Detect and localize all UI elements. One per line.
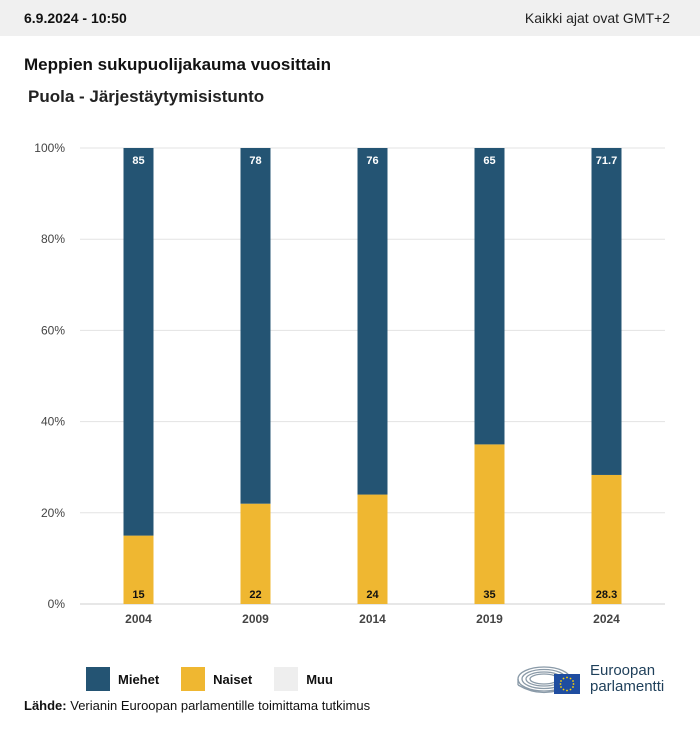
bar-men <box>591 148 622 475</box>
x-tick-label: 2024 <box>593 612 620 626</box>
source-note: Lähde: Verianin Euroopan parlamentille t… <box>24 698 370 713</box>
data-label-women: 15 <box>132 589 144 601</box>
chart-title: Meppien sukupuolijakauma vuosittain <box>24 55 331 74</box>
legend-swatch-other <box>274 667 299 691</box>
bar-women <box>123 535 154 604</box>
legend-item-other: Muu <box>274 667 333 691</box>
data-label-women: 35 <box>483 589 495 601</box>
legend-label-women: Naiset <box>213 671 253 687</box>
stacked-bar-chart: 0% 20% 40% 60% 80% 100% 85 15 2004 78 22 2009 76 24 20… <box>34 141 665 626</box>
parliament-building-icon <box>517 666 580 694</box>
y-tick-label: 0% <box>48 597 66 611</box>
data-label-women: 28.3 <box>596 589 617 601</box>
legend-label-other: Muu <box>306 671 333 687</box>
data-label-men: 71.7 <box>596 155 617 167</box>
data-label-men: 65 <box>483 155 495 167</box>
bar-men <box>474 148 505 445</box>
data-label-women: 24 <box>366 589 379 601</box>
data-label-men: 85 <box>132 155 144 167</box>
x-tick-label: 2009 <box>242 612 269 626</box>
legend-label-men: Miehet <box>118 671 160 687</box>
bar-women <box>591 474 622 604</box>
y-tick-label: 80% <box>41 232 65 246</box>
legend-item-men: Miehet <box>86 667 159 691</box>
legend-swatch-women <box>181 667 206 691</box>
timezone-note: Kaikki ajat ovat GMT+2 <box>524 10 670 26</box>
chart-subtitle: Puola - Järjestäytymisistunto <box>28 87 265 106</box>
x-tick-label: 2004 <box>125 612 152 626</box>
data-label-men: 76 <box>366 155 378 167</box>
source-text: Verianin Euroopan parlamentille toimitta… <box>70 698 371 713</box>
y-tick-label: 20% <box>41 506 65 520</box>
y-tick-label: 40% <box>41 415 65 429</box>
logo-line-1: Euroopan <box>590 662 656 679</box>
legend: Miehet Naiset Muu <box>86 667 355 691</box>
data-label-men: 78 <box>249 155 261 167</box>
data-label-women: 22 <box>249 589 261 601</box>
bar-women <box>357 494 388 604</box>
x-tick-label: 2019 <box>476 612 503 626</box>
bar-women <box>240 503 271 604</box>
y-tick-label: 100% <box>34 141 65 155</box>
source-label: Lähde: <box>24 698 67 713</box>
bar-men <box>357 148 388 495</box>
european-parliament-logo: Euroopan parlamentti <box>516 660 664 698</box>
logo-line-2: parlamentti <box>590 678 665 695</box>
bar-men <box>123 148 154 536</box>
bar-men <box>240 148 271 504</box>
y-tick-label: 60% <box>41 323 65 337</box>
legend-item-women: Naiset <box>181 667 252 691</box>
bar-women <box>474 444 505 604</box>
top-bar: 6.9.2024 - 10:50 Kaikki ajat ovat GMT+2 <box>0 0 700 36</box>
legend-swatch-men <box>86 667 110 691</box>
datetime: 6.9.2024 - 10:50 <box>24 10 127 26</box>
x-tick-label: 2014 <box>359 612 386 626</box>
logo-text: Euroopan parlamentti <box>590 663 664 695</box>
